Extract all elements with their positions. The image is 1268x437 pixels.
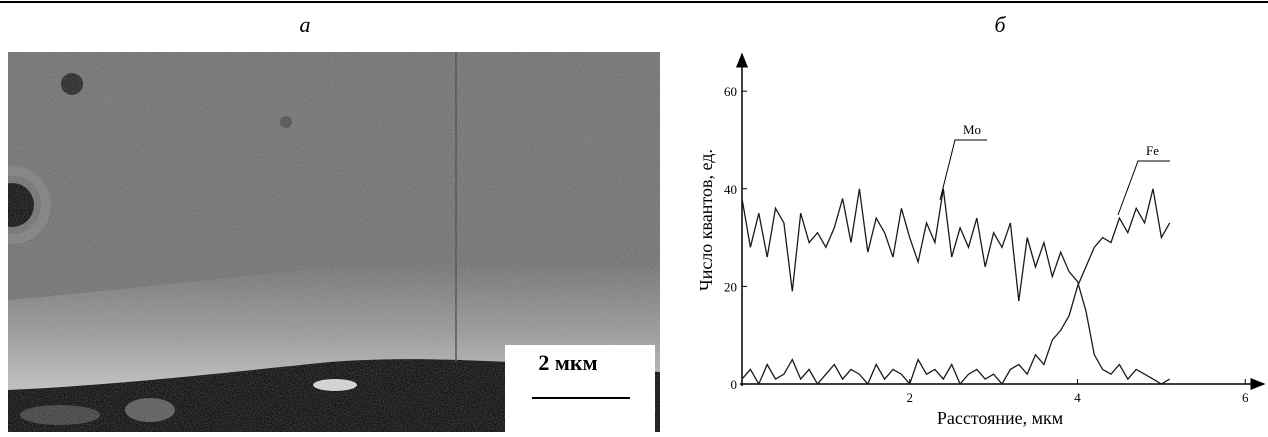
y-axis-label: Число квантов, ед.	[696, 149, 716, 291]
leader-line	[939, 139, 987, 201]
panel-label: б	[994, 12, 1006, 37]
y-tick-label: 20	[724, 279, 737, 294]
data-line	[741, 188, 1171, 385]
chart: Расстояние, мкм Число квантов, ед. 0 20 40…	[696, 52, 1266, 428]
y-tick-label: 60	[724, 84, 737, 99]
x-tick-label: 4	[1074, 390, 1081, 405]
panel-label: а	[300, 12, 311, 37]
x-axis-label: Расстояние, мкм	[937, 408, 1063, 428]
series-label: Mo	[963, 122, 981, 137]
y-tick-label: 40	[724, 182, 737, 197]
x-tick-label: 6	[1242, 390, 1249, 405]
series-label: Fe	[1146, 143, 1159, 158]
data-line	[741, 188, 1171, 386]
y-tick-label: 0	[731, 377, 738, 392]
micrograph: 2 мкм	[8, 52, 660, 432]
x-tick-label: 2	[906, 390, 913, 405]
scale-bar-label: 2 мкм	[538, 350, 597, 375]
leader-line	[1117, 160, 1170, 216]
scale-bar-box	[505, 345, 655, 432]
